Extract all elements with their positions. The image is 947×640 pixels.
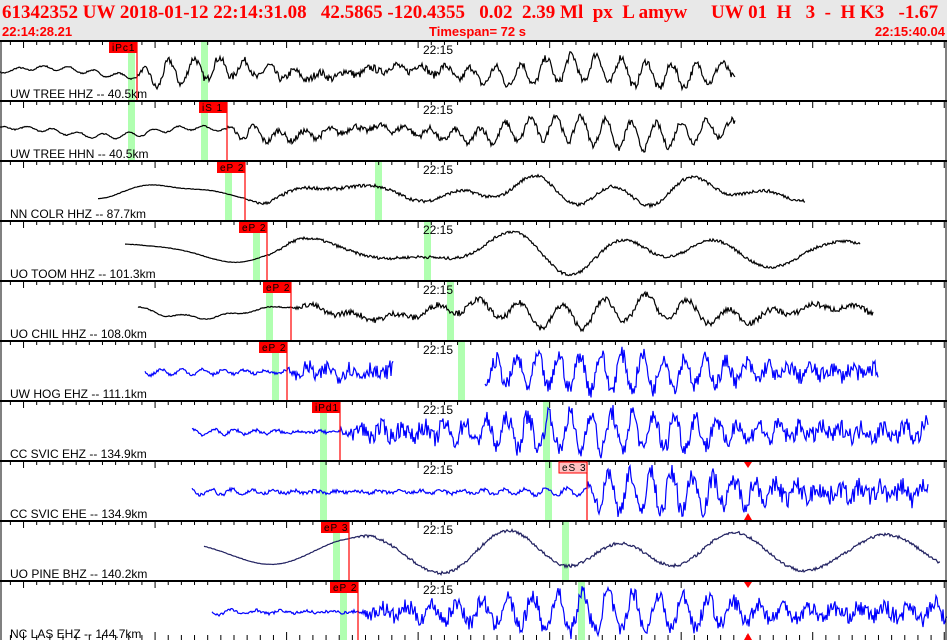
- minute-label: 22:15: [423, 43, 453, 57]
- pick-flag[interactable]: eP 2: [263, 282, 291, 294]
- pick-window: [128, 100, 135, 160]
- pick-label: eS 3: [562, 463, 587, 474]
- pick-window: [543, 400, 550, 460]
- pick-window: [266, 280, 273, 340]
- channel-label: UW TREE HHZ -- 40.5km: [10, 87, 147, 101]
- minute-label: 22:15: [423, 343, 453, 357]
- pick-window: [128, 40, 135, 100]
- minute-label: 22:15: [423, 583, 453, 597]
- waveform-trace: [203, 528, 941, 576]
- pick-label: iS 1: [202, 103, 223, 114]
- pick-label: eP 2: [242, 223, 266, 234]
- waveform-trace: [0, 113, 736, 153]
- amplitude-marker-icon[interactable]: [744, 582, 752, 588]
- waveform-trace: [191, 463, 929, 519]
- pick-window: [201, 100, 208, 160]
- channel-label: NC LAS EHZ -- 144.7km: [10, 627, 141, 640]
- pick-flag[interactable]: eP 3: [321, 522, 349, 534]
- channel-label: CC SVIC EHE -- 134.9km: [10, 507, 147, 521]
- minute-label: 22:15: [423, 463, 453, 477]
- waveform-trace: [125, 230, 861, 277]
- event-header: 61342352 UW 2018-01-12 22:14:31.08 42.58…: [0, 0, 947, 40]
- pick-flag[interactable]: eP 2: [217, 162, 245, 174]
- pick-window: [424, 220, 431, 280]
- pick-flag[interactable]: eP 2: [239, 222, 267, 234]
- minute-label: 22:15: [423, 103, 453, 117]
- amplitude-marker-icon[interactable]: [744, 513, 752, 520]
- pick-flag[interactable]: eP 2: [330, 582, 358, 594]
- channel-panel[interactable]: 22:15 eP 2 UO CHIL HHZ -- 108.0km: [0, 280, 947, 341]
- channel-label: UW TREE HHN -- 40.5km: [10, 147, 148, 161]
- amplitude-marker-icon[interactable]: [744, 633, 752, 640]
- pick-flag[interactable]: iS 1: [199, 102, 227, 114]
- pick-window: [333, 520, 340, 580]
- channel-label: UW HOG EHZ -- 111.1km: [10, 387, 147, 401]
- pick-flag[interactable]: eP 2: [259, 342, 287, 354]
- pick-label: iPd1: [315, 403, 339, 414]
- channel-panel[interactable]: 22:15 eP 3 UO PINE BHZ -- 140.2km: [0, 520, 947, 581]
- pick-window: [201, 40, 208, 100]
- waveform-trace: [0, 51, 736, 92]
- pick-label: iPc1: [112, 43, 135, 54]
- pick-window: [253, 220, 260, 280]
- pick-flag[interactable]: iPc1: [109, 42, 137, 54]
- channel-label: UO CHIL HHZ -- 108.0km: [10, 327, 147, 341]
- minute-label: 22:15: [423, 163, 453, 177]
- channel-panel[interactable]: 22:15 eP 2 UO TOOM HHZ -- 101.3km: [0, 220, 947, 281]
- channel-panel[interactable]: 22:15 eP 2 NN COLR HHZ -- 87.7km: [0, 160, 947, 221]
- waveform-trace: [98, 173, 806, 209]
- waveform-trace: [144, 359, 394, 384]
- pick-window: [272, 340, 279, 400]
- waveform-trace: [211, 585, 947, 640]
- minute-label: 22:15: [423, 523, 453, 537]
- pick-window: [578, 580, 585, 640]
- waveform-trace: [191, 404, 929, 459]
- pick-label: eP 2: [220, 163, 244, 174]
- channel-label: CC SVIC EHZ -- 134.9km: [10, 447, 147, 461]
- channel-panel[interactable]: 22:15 iPd1 CC SVIC EHZ -- 134.9km: [0, 400, 947, 461]
- event-summary: 61342352 UW 2018-01-12 22:14:31.08 42.58…: [2, 2, 947, 23]
- channel-panel[interactable]: 22:15 iS 1 UW TREE HHN -- 40.5km: [0, 100, 947, 161]
- minute-label: 22:15: [423, 283, 453, 297]
- seismogram-panels[interactable]: 22:15 iPc1 UW TREE HHZ -- 40.5km 22:15 iS 1 U…: [0, 40, 947, 640]
- channel-panel[interactable]: 22:15 eP 2 UW HOG EHZ -- 111.1km: [0, 340, 947, 401]
- channel-label: UO TOOM HHZ -- 101.3km: [10, 267, 156, 281]
- channel-panel[interactable]: 22:15 eP 2 NC LAS EHZ -- 144.7km: [0, 580, 947, 640]
- channel-label: UO PINE BHZ -- 140.2km: [10, 567, 147, 581]
- pick-window: [340, 580, 347, 640]
- pick-label: eP 2: [333, 583, 357, 594]
- pick-window: [225, 160, 232, 220]
- pick-label: eP 2: [266, 283, 290, 294]
- pick-window: [320, 400, 327, 460]
- end-time: 22:15:40.04: [874, 24, 945, 39]
- amplitude-marker-icon[interactable]: [744, 462, 752, 468]
- pick-window: [458, 340, 465, 400]
- channel-panel[interactable]: 22:15 iPc1 UW TREE HHZ -- 40.5km: [0, 40, 947, 101]
- waveform-trace: [137, 290, 874, 333]
- pick-window: [320, 460, 327, 520]
- start-time: 22:14:28.21: [2, 24, 73, 39]
- pick-flag[interactable]: eS 3: [558, 461, 588, 474]
- pick-flag[interactable]: iPd1: [312, 402, 340, 414]
- waveform-trace: [484, 346, 879, 398]
- minute-label: 22:15: [423, 223, 453, 237]
- pick-label: eP 3: [324, 523, 348, 534]
- pick-window: [375, 160, 382, 220]
- channel-label: NN COLR HHZ -- 87.7km: [10, 207, 146, 221]
- channel-panel[interactable]: 22:15 eS 3 CC SVIC EHE -- 134.9km: [0, 460, 947, 521]
- pick-label: eP 2: [262, 343, 286, 354]
- minute-label: 22:15: [423, 403, 453, 417]
- pick-window: [447, 280, 454, 340]
- pick-window: [562, 520, 569, 580]
- timespan: Timespan= 72 s: [429, 24, 526, 39]
